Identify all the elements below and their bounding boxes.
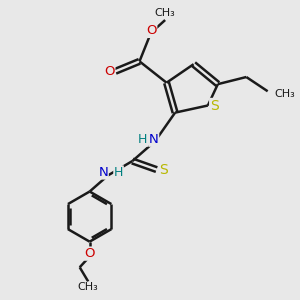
Text: H: H — [114, 166, 123, 179]
Text: O: O — [104, 65, 115, 78]
Text: N: N — [98, 166, 108, 179]
Text: O: O — [84, 247, 95, 260]
Text: CH₃: CH₃ — [78, 282, 99, 292]
Text: S: S — [159, 163, 168, 177]
Text: O: O — [146, 24, 157, 38]
Text: CH₃: CH₃ — [275, 89, 296, 99]
Text: H: H — [138, 133, 148, 146]
Text: CH₃: CH₃ — [155, 8, 176, 18]
Text: N: N — [149, 133, 159, 146]
Text: S: S — [210, 98, 218, 112]
